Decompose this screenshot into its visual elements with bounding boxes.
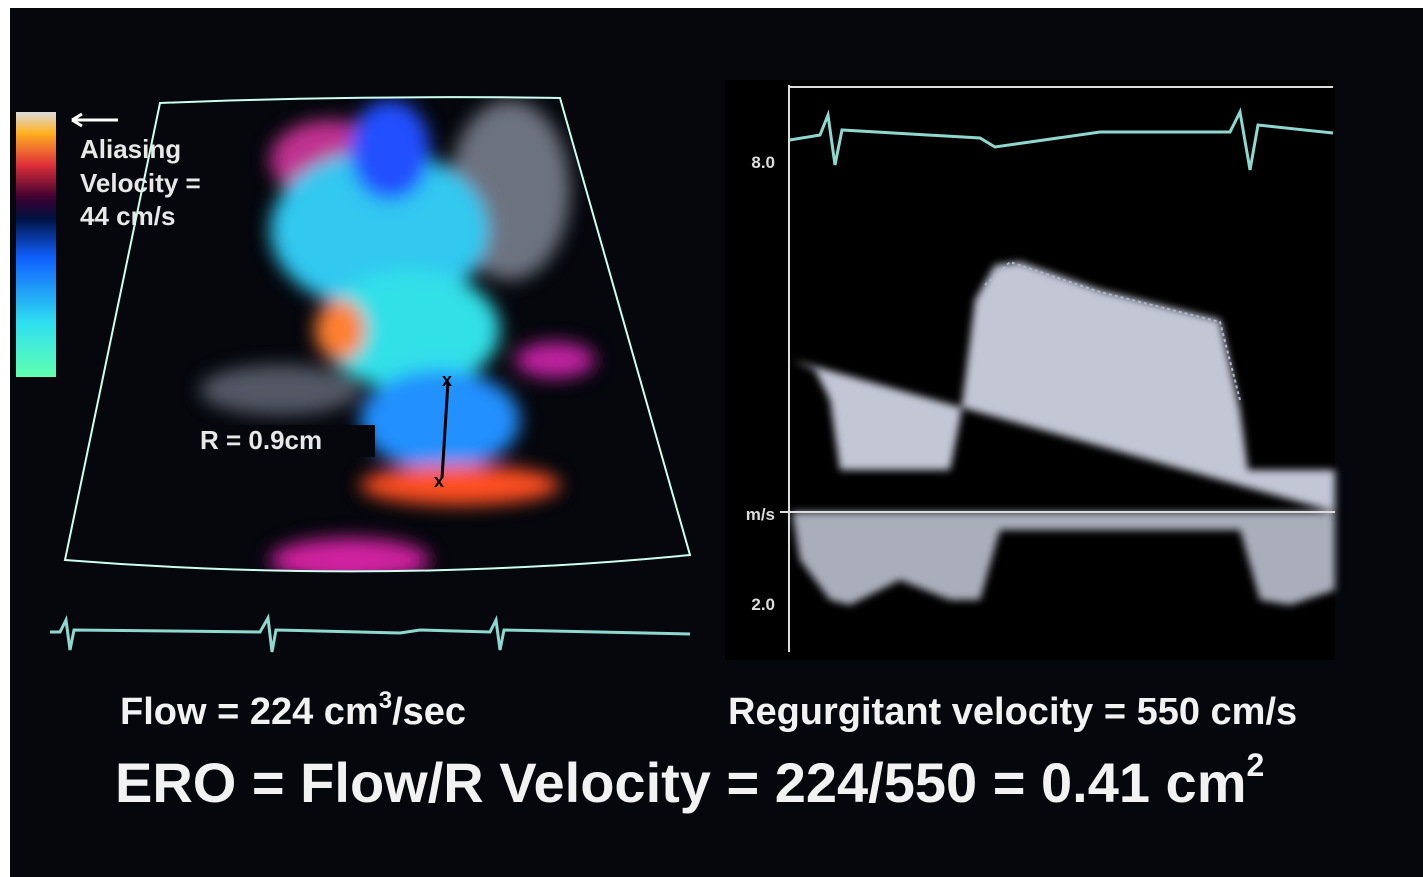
doppler-image [200,100,595,572]
ecg-trace [50,613,691,653]
spectrum [792,262,1335,605]
legend-line: Aliasing [80,134,181,164]
legend-line: 44 cm/s [80,201,175,231]
marker: x [442,370,452,390]
color-scale [16,112,56,377]
velocity-caption: Regurgitant velocity = 550 cm/s [728,691,1297,733]
ero-caption: ERO = Flow/R Velocity = 224/550 = 0.41 c… [115,747,1264,814]
radius-line [440,381,450,479]
text: ERO = Flow/R Velocity = 224/550 = 0.41 c… [115,751,1246,814]
axis-label: 8.0 [751,153,775,172]
envelope [984,260,1241,401]
text: Flow = 224 cm [120,691,379,733]
ecg-trace [789,107,1334,171]
axis-label: m/s [746,505,775,524]
text: /sec [392,691,466,733]
arrow [71,112,118,128]
flow-caption: Flow = 224 cm3/sec [120,687,466,733]
marker: x [434,471,444,491]
superscript: 2 [1246,747,1264,783]
radius-label: R = 0.9cm [200,425,322,455]
sector-outline [63,96,692,573]
label-box [195,425,375,457]
axis-label: 2.0 [751,595,775,614]
superscript: 3 [379,687,392,714]
